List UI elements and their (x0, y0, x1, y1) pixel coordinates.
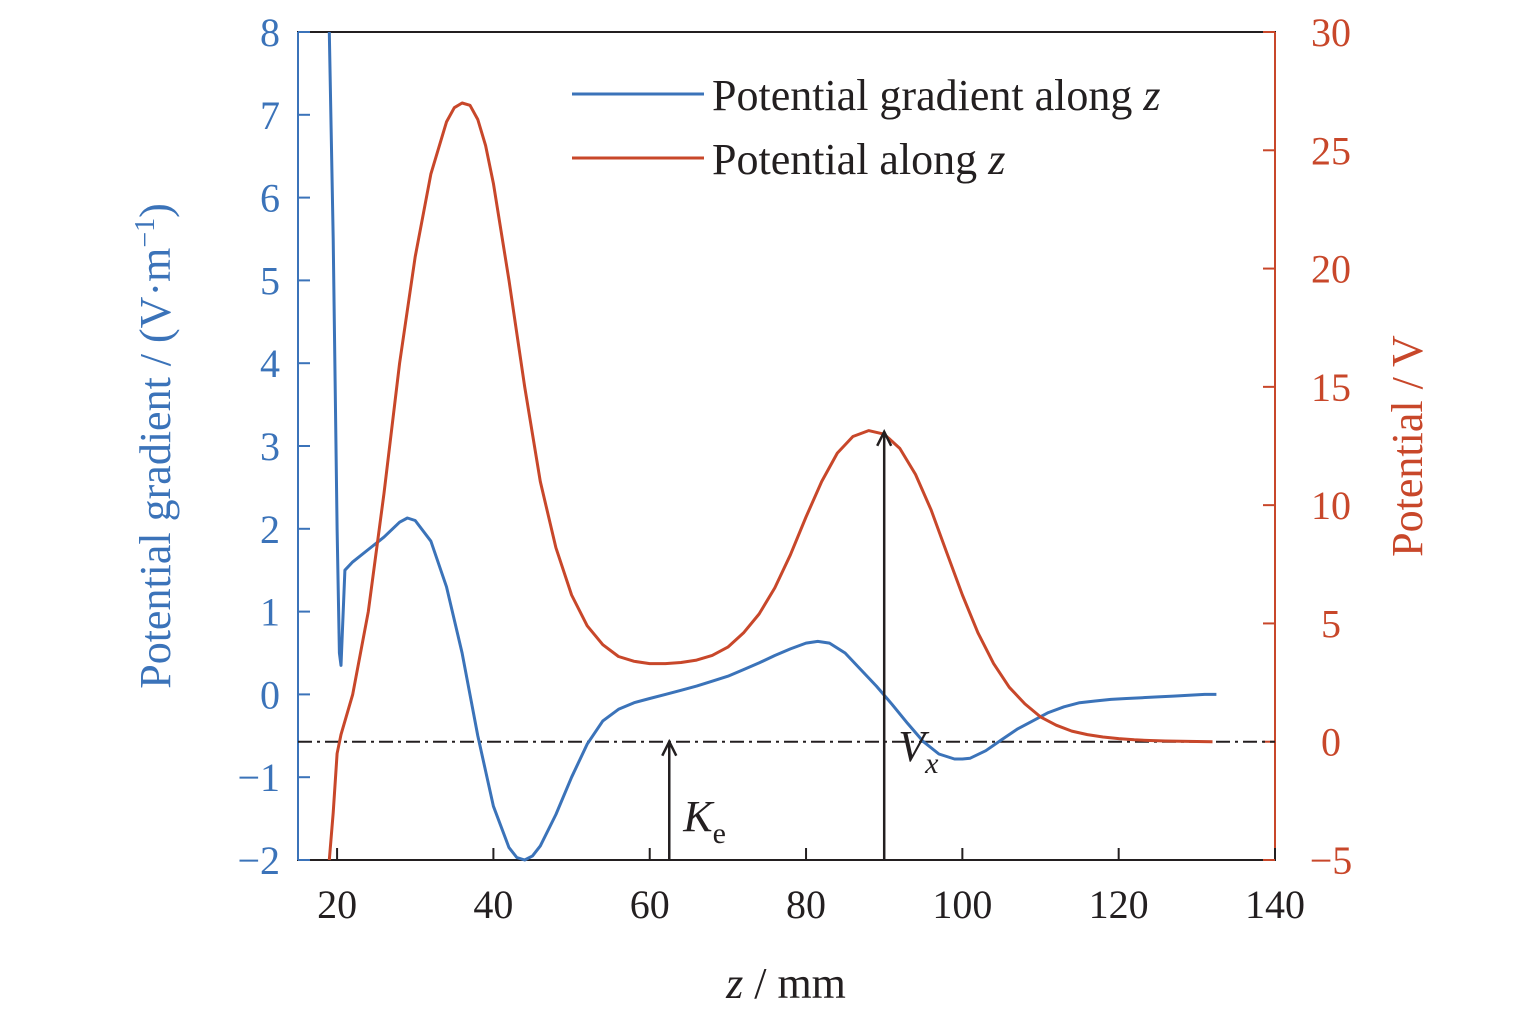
y-left-tick-label: 5 (260, 258, 280, 303)
annotation-label: Ke (682, 792, 726, 850)
y-right-tick-label: −5 (1310, 838, 1353, 883)
ticks-layer: 20 40 60 80 100 120 140 −2 −1 0 1 2 3 4 5 6 7 8 −5 0 5 10 15 20… (237, 10, 1352, 927)
x-tick-label: 80 (786, 882, 826, 927)
y-right-tick-label: 5 (1321, 601, 1341, 646)
y-right-tick-label: 15 (1311, 365, 1351, 410)
annotations-layer: Ke Vx (661, 429, 939, 860)
y-axis-left-title: Potential gradient / (V·m−1) (130, 203, 180, 689)
y-left-title-main: Potential gradient / (V·m (131, 248, 180, 689)
x-tick-label: 140 (1245, 882, 1305, 927)
y-right-tick-label: 10 (1311, 483, 1351, 528)
x-axis-title-rest: / mm (743, 959, 846, 1008)
y-left-tick-label: −2 (237, 838, 280, 883)
y-left-title-sup: −1 (130, 218, 161, 248)
series-layer (327, 31, 1217, 862)
legend-label: Potential gradient along z (712, 71, 1160, 120)
x-axis-title-italic: z (725, 959, 743, 1008)
x-tick-label: 40 (473, 882, 513, 927)
annotation-arrowhead (876, 429, 893, 447)
y-left-title-end: ) (131, 203, 180, 218)
y-left-tick-label: 2 (260, 507, 280, 552)
y-left-tick-label: 6 (260, 176, 280, 221)
annotation-arrowhead (661, 738, 678, 757)
y-left-tick-label: 8 (260, 10, 280, 55)
x-tick-label: 120 (1089, 882, 1149, 927)
y-right-tick-label: 0 (1321, 720, 1341, 765)
x-tick-label: 60 (630, 882, 670, 927)
legend: Potential gradient along z Potential alon… (572, 71, 1160, 184)
y-axis-right-title: Potential / V (1383, 335, 1432, 557)
annotation-label: Vx (898, 722, 939, 780)
y-right-tick-label: 30 (1311, 10, 1351, 55)
series-line-1 (327, 101, 1213, 861)
y-right-tick-label: 20 (1311, 247, 1351, 292)
x-tick-label: 100 (932, 882, 992, 927)
y-left-tick-label: 1 (260, 590, 280, 635)
y-left-tick-label: −1 (237, 755, 280, 800)
y-left-tick-label: 7 (260, 93, 280, 138)
legend-label: Potential along z (712, 135, 1005, 184)
x-tick-label: 20 (317, 882, 357, 927)
x-axis-title: z / mm (725, 959, 846, 1008)
y-right-tick-label: 25 (1311, 128, 1351, 173)
series-line-0 (327, 31, 1217, 862)
y-left-tick-label: 4 (260, 341, 280, 386)
y-left-tick-label: 3 (260, 424, 280, 469)
y-left-tick-label: 0 (260, 672, 280, 717)
